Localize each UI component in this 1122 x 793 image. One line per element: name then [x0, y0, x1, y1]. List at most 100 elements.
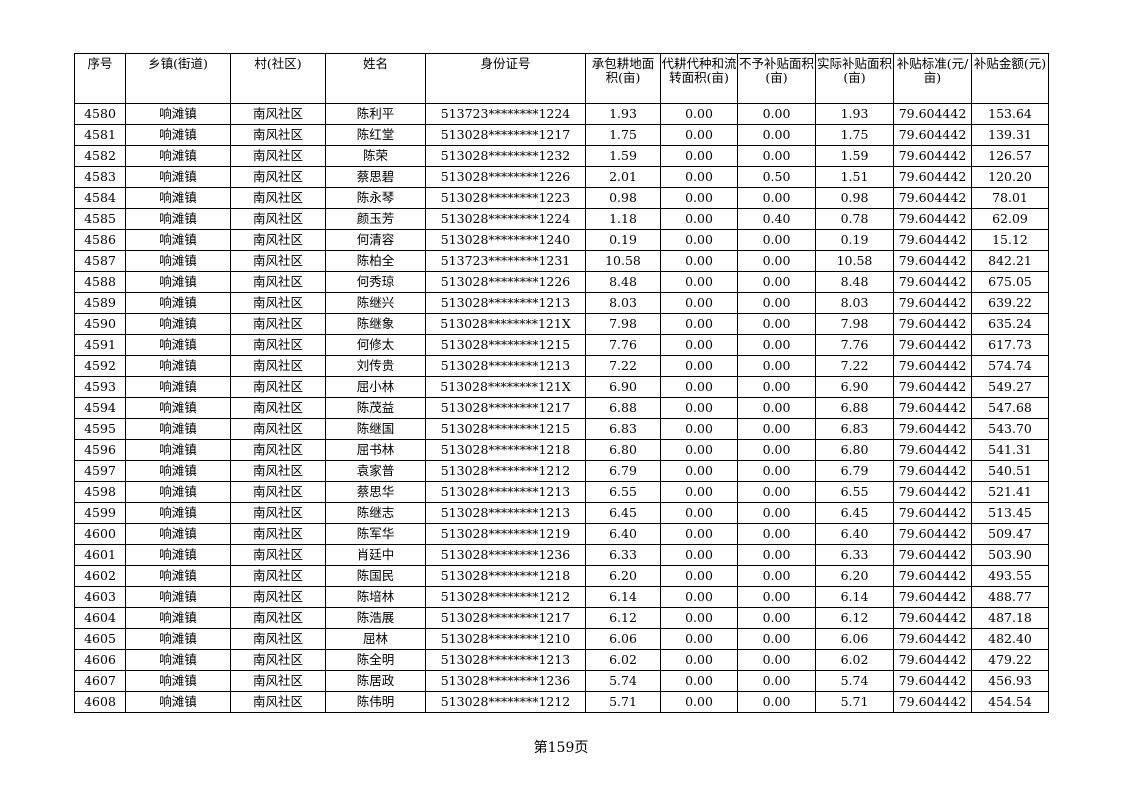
table-cell: 0.00 — [737, 187, 816, 209]
table-cell: 6.20 — [585, 565, 661, 587]
table-row: 4583 响滩镇 南风社区 蔡思碧 513028********1226 2.01 0.00… — [74, 166, 1049, 188]
column-header: 补贴标准(元/亩) — [893, 53, 972, 104]
table-cell: 响滩镇 — [125, 124, 231, 146]
table-cell: 6.83 — [585, 418, 661, 440]
table-cell: 0.00 — [737, 628, 816, 650]
table-cell: 响滩镇 — [125, 334, 231, 356]
table-cell: 6.83 — [815, 418, 894, 440]
table-cell: 刘传贵 — [325, 355, 426, 377]
table-cell: 0.00 — [737, 292, 816, 314]
table-cell: 响滩镇 — [125, 166, 231, 188]
table-cell: 0.00 — [660, 502, 738, 524]
table-cell: 0.00 — [660, 628, 738, 650]
table-cell: 0.00 — [660, 523, 738, 545]
table-cell: 456.93 — [971, 670, 1049, 692]
table-cell: 513028********121X — [425, 313, 586, 335]
table-row: 4585 响滩镇 南风社区 颜玉芳 513028********1224 1.18 0.00… — [74, 208, 1049, 230]
table-row: 4603 响滩镇 南风社区 陈培林 513028********1212 6.14 0.00… — [74, 586, 1049, 608]
table-cell: 126.57 — [971, 145, 1049, 167]
table-cell: 8.48 — [585, 271, 661, 293]
table-row: 4593 响滩镇 南风社区 屈小林 513028********121X 6.90 0.00… — [74, 376, 1049, 398]
table-cell: 南风社区 — [230, 292, 326, 314]
table-cell: 0.00 — [737, 649, 816, 671]
table-cell: 6.45 — [585, 502, 661, 524]
table-cell: 0.00 — [737, 355, 816, 377]
column-header: 乡镇(街道) — [125, 53, 231, 104]
table-cell: 陈永琴 — [325, 187, 426, 209]
table-cell: 陈国民 — [325, 565, 426, 587]
table-cell: 响滩镇 — [125, 292, 231, 314]
table-cell: 0.00 — [660, 166, 738, 188]
table-cell: 8.03 — [585, 292, 661, 314]
table-row: 4588 响滩镇 南风社区 何秀琼 513028********1226 8.48 0.00… — [74, 271, 1049, 293]
table-cell: 6.14 — [815, 586, 894, 608]
table-cell: 0.00 — [737, 544, 816, 566]
table-cell: 陈居政 — [325, 670, 426, 692]
table-cell: 响滩镇 — [125, 355, 231, 377]
table-cell: 4594 — [74, 397, 126, 419]
table-cell: 79.604442 — [893, 607, 972, 629]
table-cell: 513028********1215 — [425, 334, 586, 356]
table-cell: 南风社区 — [230, 313, 326, 335]
table-cell: 79.604442 — [893, 586, 972, 608]
table-cell: 响滩镇 — [125, 313, 231, 335]
table-cell: 4591 — [74, 334, 126, 356]
table-cell: 617.73 — [971, 334, 1049, 356]
table-cell: 陈荣 — [325, 145, 426, 167]
table-cell: 4582 — [74, 145, 126, 167]
table-cell: 4589 — [74, 292, 126, 314]
table-cell: 4602 — [74, 565, 126, 587]
table-cell: 62.09 — [971, 208, 1049, 230]
column-header: 代耕代种和流转面积(亩) — [660, 53, 738, 104]
table-cell: 2.01 — [585, 166, 661, 188]
table-cell: 7.22 — [585, 355, 661, 377]
table-cell: 513028********1212 — [425, 586, 586, 608]
table-row: 4587 响滩镇 南风社区 陈柏全 513723********1231 10.58 0.0… — [74, 250, 1049, 272]
table-cell: 5.71 — [585, 691, 661, 713]
table-cell: 513028********1213 — [425, 292, 586, 314]
table-cell: 6.79 — [815, 460, 894, 482]
table-row: 4596 响滩镇 南风社区 屈书林 513028********1218 6.80 0.00… — [74, 439, 1049, 461]
table-row: 4597 响滩镇 南风社区 袁家普 513028********1212 6.79 0.00… — [74, 460, 1049, 482]
table-cell: 0.00 — [737, 334, 816, 356]
table-cell: 0.00 — [660, 460, 738, 482]
table-cell: 0.00 — [660, 187, 738, 209]
table-cell: 513028********1213 — [425, 481, 586, 503]
table-row: 4590 响滩镇 南风社区 陈继象 513028********121X 7.98 0.00… — [74, 313, 1049, 335]
table-cell: 639.22 — [971, 292, 1049, 314]
table-cell: 521.41 — [971, 481, 1049, 503]
table-cell: 79.604442 — [893, 271, 972, 293]
table-cell: 0.19 — [585, 229, 661, 251]
table-cell: 675.05 — [971, 271, 1049, 293]
table-cell: 79.604442 — [893, 103, 972, 125]
column-header: 承包耕地面积(亩) — [585, 53, 661, 104]
table-row: 4607 响滩镇 南风社区 陈居政 513028********1236 5.74 0.00… — [74, 670, 1049, 692]
table-cell: 陈继象 — [325, 313, 426, 335]
table-cell: 574.74 — [971, 355, 1049, 377]
table-cell: 颜玉芳 — [325, 208, 426, 230]
table-cell: 543.70 — [971, 418, 1049, 440]
table-cell: 南风社区 — [230, 166, 326, 188]
table-cell: 0.00 — [660, 229, 738, 251]
table-row: 4599 响滩镇 南风社区 陈继志 513028********1213 6.45 0.00… — [74, 502, 1049, 524]
table-row: 4581 响滩镇 南风社区 陈红堂 513028********1217 1.75 0.00… — [74, 124, 1049, 146]
subsidy-table: 序号 乡镇(街道) 村(社区) 姓名 身份证号 承包耕地面积(亩) 代耕代种和流转面积(亩)… — [74, 53, 1049, 713]
table-cell: 0.00 — [660, 250, 738, 272]
table-cell: 4603 — [74, 586, 126, 608]
table-cell: 0.00 — [660, 607, 738, 629]
table-cell: 屈小林 — [325, 376, 426, 398]
table-cell: 4583 — [74, 166, 126, 188]
table-cell: 0.78 — [815, 208, 894, 230]
table-cell: 5.74 — [585, 670, 661, 692]
table-cell: 南风社区 — [230, 229, 326, 251]
table-cell: 509.47 — [971, 523, 1049, 545]
table-cell: 0.00 — [737, 418, 816, 440]
table-cell: 0.00 — [660, 481, 738, 503]
table-cell: 8.48 — [815, 271, 894, 293]
table-cell: 响滩镇 — [125, 376, 231, 398]
column-header: 序号 — [74, 53, 126, 104]
table-cell: 响滩镇 — [125, 670, 231, 692]
table-cell: 10.58 — [815, 250, 894, 272]
table-cell: 79.604442 — [893, 313, 972, 335]
table-cell: 6.55 — [585, 481, 661, 503]
